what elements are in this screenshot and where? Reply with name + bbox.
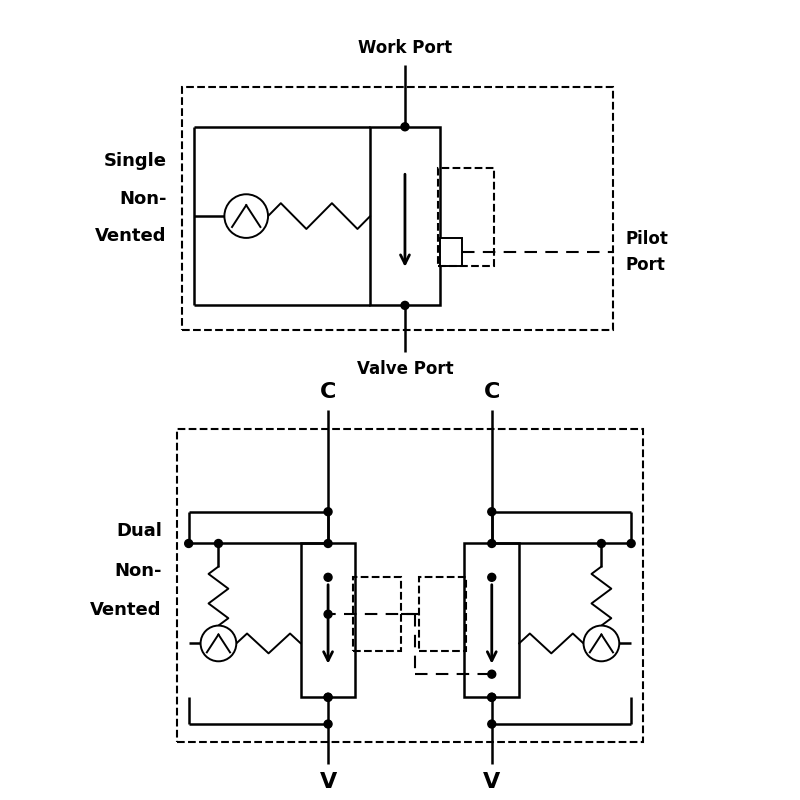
Bar	[370, 126, 440, 306]
Circle shape	[324, 610, 332, 618]
Bar	[354, 578, 401, 651]
Circle shape	[488, 508, 496, 516]
Circle shape	[488, 670, 496, 678]
Circle shape	[583, 626, 619, 662]
Circle shape	[401, 302, 409, 310]
Circle shape	[488, 720, 496, 728]
Circle shape	[488, 694, 496, 702]
Circle shape	[201, 626, 236, 662]
Circle shape	[598, 539, 606, 547]
Text: Non-: Non-	[119, 190, 167, 208]
Circle shape	[324, 508, 332, 516]
Text: C: C	[320, 382, 336, 402]
Text: Valve Port: Valve Port	[357, 360, 454, 378]
Text: Dual: Dual	[116, 522, 162, 540]
Text: Non-: Non-	[114, 562, 162, 580]
Bar	[440, 238, 462, 266]
Circle shape	[324, 694, 332, 702]
Text: V: V	[319, 772, 337, 792]
Circle shape	[324, 694, 332, 702]
Circle shape	[488, 539, 496, 547]
Bar	[182, 87, 614, 330]
Circle shape	[324, 720, 332, 728]
Text: Work Port: Work Port	[358, 39, 452, 58]
Circle shape	[401, 123, 409, 130]
Bar	[177, 430, 643, 742]
Text: Pilot: Pilot	[626, 230, 668, 248]
Text: V: V	[483, 772, 500, 792]
Circle shape	[224, 194, 268, 238]
Circle shape	[214, 539, 222, 547]
Circle shape	[324, 574, 332, 582]
Bar	[419, 578, 466, 651]
Text: Vented: Vented	[95, 227, 167, 246]
Bar	[465, 543, 519, 698]
Circle shape	[185, 539, 193, 547]
Text: C: C	[483, 382, 500, 402]
Text: Vented: Vented	[90, 602, 162, 619]
Circle shape	[488, 574, 496, 582]
Text: Single: Single	[104, 152, 167, 170]
Text: Port: Port	[626, 256, 665, 274]
Circle shape	[324, 539, 332, 547]
Bar	[438, 168, 494, 266]
Circle shape	[627, 539, 635, 547]
Bar	[301, 543, 355, 698]
Circle shape	[488, 694, 496, 702]
